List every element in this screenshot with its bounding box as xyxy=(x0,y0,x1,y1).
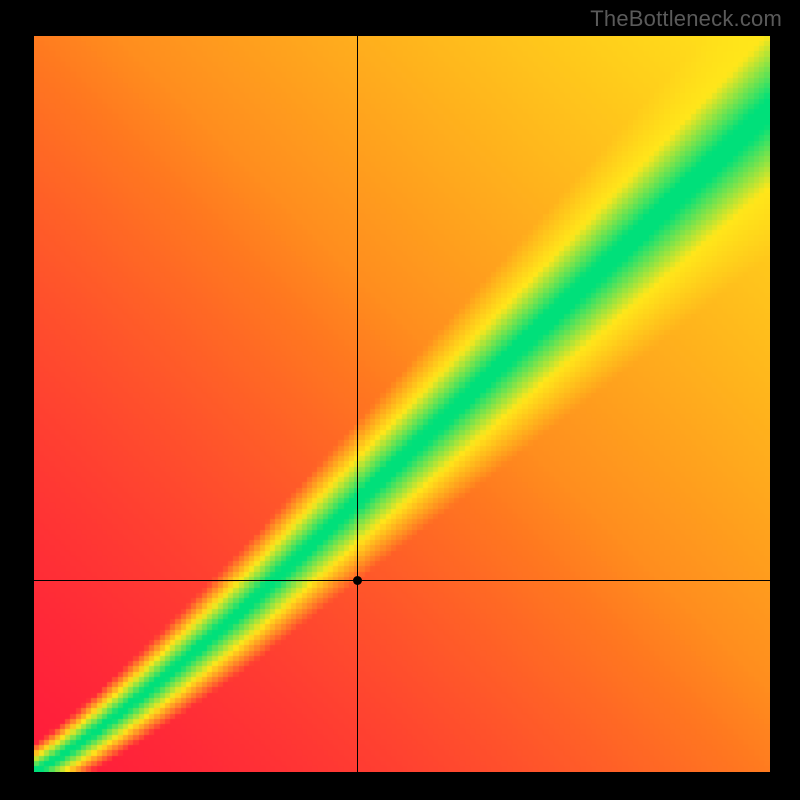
crosshair-vertical xyxy=(357,36,358,772)
chart-container: TheBottleneck.com xyxy=(0,0,800,800)
crosshair-horizontal xyxy=(34,580,770,581)
heatmap-plot xyxy=(34,36,770,772)
watermark-text: TheBottleneck.com xyxy=(590,6,782,32)
